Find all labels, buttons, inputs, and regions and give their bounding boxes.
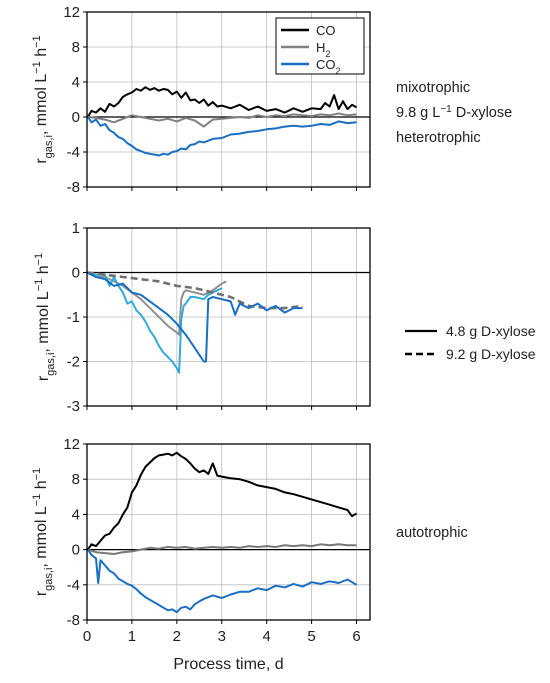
annotation-xylose: 9.8 g L−1 D-xylose <box>396 104 512 122</box>
y-axis-label: rgas,i, mmol L−1 h−1 <box>33 253 57 381</box>
legend-label: 4.8 g D-xylose <box>446 323 536 339</box>
plot-frame <box>86 11 371 188</box>
x-tick-label: 6 <box>352 628 360 645</box>
series-line-co <box>87 451 358 551</box>
series-line-co <box>87 86 358 118</box>
y-tick-label: 12 <box>63 4 80 21</box>
y-tick-label: -8 <box>67 179 80 196</box>
y-tick-label: 0 <box>72 542 80 559</box>
x-tick-label: 5 <box>307 628 315 645</box>
annotation-heterotrophic: heterotrophic <box>396 130 481 146</box>
x-tick-label: 0 <box>83 628 91 645</box>
y-tick-label: 4 <box>72 506 80 523</box>
series-line-co2-9-2-g <box>86 271 303 363</box>
series-line-h2 <box>87 543 357 555</box>
y-tick-label: -3 <box>67 398 80 415</box>
y-tick-label: 4 <box>72 74 80 91</box>
y-tick-label: -4 <box>67 144 80 161</box>
series-line-co2 <box>87 116 357 157</box>
y-tick-label: 1 <box>72 220 80 237</box>
x-tick-label: 4 <box>263 628 271 645</box>
y-tick-label: 8 <box>72 39 80 56</box>
legend-label: H2 <box>316 40 330 59</box>
legend-label: CO <box>316 23 336 38</box>
y-tick-label: -4 <box>67 577 80 594</box>
x-tick-label: 1 <box>128 628 136 645</box>
y-tick-label: -2 <box>67 354 80 371</box>
series-line-co2 <box>87 549 358 614</box>
y-tick-label: -8 <box>67 612 80 629</box>
y-tick-label: 12 <box>63 436 80 453</box>
annotation-mixotrophic: mixotrophic <box>396 80 470 96</box>
panel-xylose-comparison: -3 -2 -1 0 1 rgas,i, mmol L−1 h−1 4.8 g D-xylo… <box>33 220 536 415</box>
y-tick-label: 0 <box>72 265 80 282</box>
x-tick-label: 2 <box>173 628 181 645</box>
y-tick-label: 8 <box>72 471 80 488</box>
legend-label: CO2 <box>316 57 341 76</box>
y-axis-label: rgas,i, mmol L−1 h−1 <box>31 468 55 596</box>
annotation-autotrophic: autotrophic <box>396 525 468 541</box>
series-line-h2-9-2-g <box>86 271 303 310</box>
plot-frame <box>86 443 371 621</box>
y-tick-label: 0 <box>72 109 80 126</box>
x-tick-label: 3 <box>218 628 226 645</box>
y-tick-label: -1 <box>67 309 80 326</box>
y-axis-label: rgas,i, mmol L−1 h−1 <box>31 35 55 163</box>
series-line-h2 <box>87 112 357 128</box>
legend-label: 9.2 g D-xylose <box>446 346 536 362</box>
x-axis-label: Process time, d <box>173 656 283 673</box>
